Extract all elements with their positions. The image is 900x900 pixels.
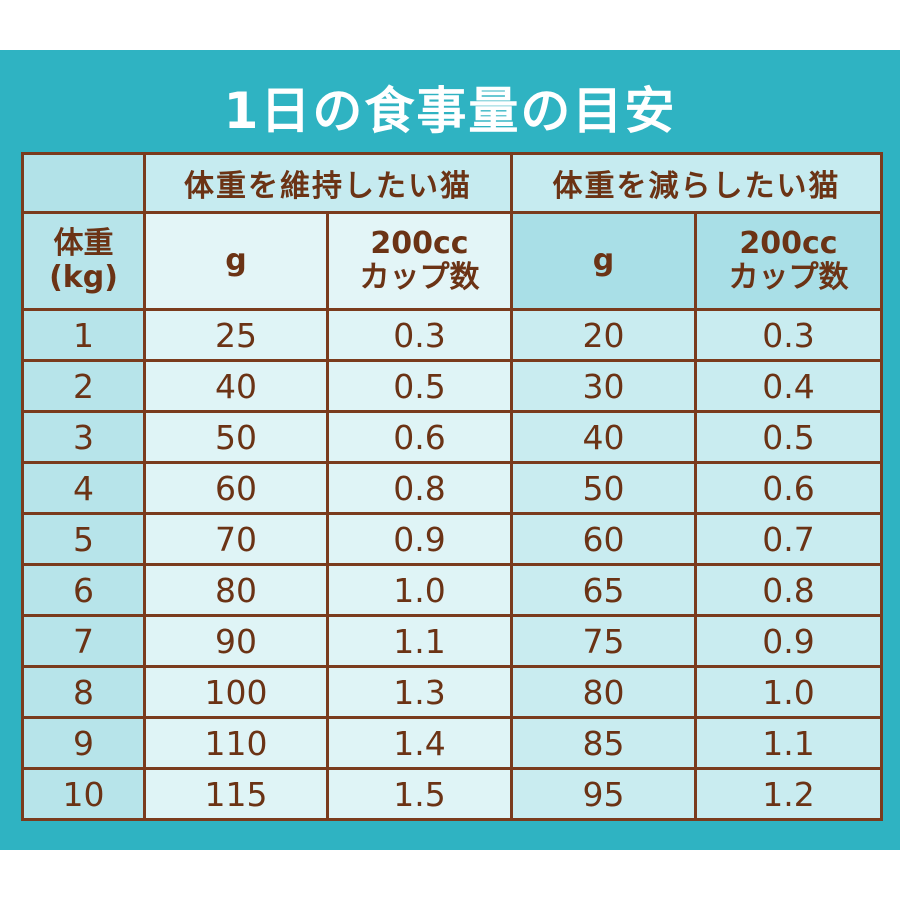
group-reduce-header: 体重を減らしたい猫 bbox=[510, 152, 883, 214]
group-maintain-header: 体重を維持したい猫 bbox=[143, 152, 513, 214]
reduce-grams-cell: 40 bbox=[510, 410, 697, 464]
table-row: 2 40 0.5 30 0.4 bbox=[21, 359, 883, 413]
maintain-cups-cell: 1.4 bbox=[326, 716, 513, 770]
reduce-grams-cell: 80 bbox=[510, 665, 697, 719]
maintain-grams-cell: 80 bbox=[143, 563, 329, 617]
table-row: 6 80 1.0 65 0.8 bbox=[21, 563, 883, 617]
group-header-row: 体重を維持したい猫 体重を減らしたい猫 bbox=[21, 152, 883, 214]
reduce-grams-cell: 65 bbox=[510, 563, 697, 617]
reduce-cups-header: 200cc カップ数 bbox=[694, 211, 883, 311]
reduce-grams-cell: 60 bbox=[510, 512, 697, 566]
maintain-cups-cell: 0.8 bbox=[326, 461, 513, 515]
maintain-grams-cell: 40 bbox=[143, 359, 329, 413]
weight-cell: 2 bbox=[21, 359, 146, 413]
table-row: 3 50 0.6 40 0.5 bbox=[21, 410, 883, 464]
weight-header-line1: 体重 bbox=[53, 226, 114, 261]
reduce-cups-cell: 0.6 bbox=[694, 461, 883, 515]
reduce-cups-cell: 1.2 bbox=[694, 767, 883, 821]
weight-cell: 9 bbox=[21, 716, 146, 770]
feeding-table: 体重を維持したい猫 体重を減らしたい猫 体重 (kg) g 200cc カップ数… bbox=[21, 152, 883, 821]
weight-cell: 7 bbox=[21, 614, 146, 668]
maintain-grams-cell: 50 bbox=[143, 410, 329, 464]
reduce-grams-cell: 85 bbox=[510, 716, 697, 770]
weight-cell: 3 bbox=[21, 410, 146, 464]
maintain-grams-cell: 70 bbox=[143, 512, 329, 566]
maintain-cups-cell: 0.3 bbox=[326, 308, 513, 362]
reduce-grams-cell: 30 bbox=[510, 359, 697, 413]
reduce-cups-cell: 1.1 bbox=[694, 716, 883, 770]
reduce-cups-header-line1: 200cc bbox=[739, 226, 838, 261]
weight-cell: 6 bbox=[21, 563, 146, 617]
maintain-cups-cell: 0.5 bbox=[326, 359, 513, 413]
maintain-grams-cell: 100 bbox=[143, 665, 329, 719]
maintain-cups-header-line2: カップ数 bbox=[359, 260, 480, 295]
corner-cell bbox=[21, 152, 146, 214]
maintain-cups-cell: 0.6 bbox=[326, 410, 513, 464]
unit-header-row: 体重 (kg) g 200cc カップ数 g 200cc カップ数 bbox=[21, 211, 883, 311]
reduce-grams-cell: 20 bbox=[510, 308, 697, 362]
maintain-grams-cell: 115 bbox=[143, 767, 329, 821]
maintain-grams-cell: 25 bbox=[143, 308, 329, 362]
table-row: 9 110 1.4 85 1.1 bbox=[21, 716, 883, 770]
reduce-cups-cell: 1.0 bbox=[694, 665, 883, 719]
table-row: 5 70 0.9 60 0.7 bbox=[21, 512, 883, 566]
reduce-grams-cell: 95 bbox=[510, 767, 697, 821]
weight-cell: 8 bbox=[21, 665, 146, 719]
weight-cell: 5 bbox=[21, 512, 146, 566]
maintain-cups-header: 200cc カップ数 bbox=[326, 211, 513, 311]
maintain-cups-header-line1: 200cc bbox=[370, 226, 469, 261]
weight-cell: 10 bbox=[21, 767, 146, 821]
page-title: 1日の食事量の目安 bbox=[223, 82, 677, 140]
maintain-grams-cell: 60 bbox=[143, 461, 329, 515]
weight-cell: 1 bbox=[21, 308, 146, 362]
reduce-grams-cell: 50 bbox=[510, 461, 697, 515]
weight-cell: 4 bbox=[21, 461, 146, 515]
table-row: 7 90 1.1 75 0.9 bbox=[21, 614, 883, 668]
table-row: 10 115 1.5 95 1.2 bbox=[21, 767, 883, 821]
maintain-cups-cell: 1.5 bbox=[326, 767, 513, 821]
reduce-grams-cell: 75 bbox=[510, 614, 697, 668]
maintain-cups-cell: 1.1 bbox=[326, 614, 513, 668]
maintain-grams-cell: 90 bbox=[143, 614, 329, 668]
weight-header: 体重 (kg) bbox=[21, 211, 146, 311]
reduce-cups-cell: 0.5 bbox=[694, 410, 883, 464]
table-row: 4 60 0.8 50 0.6 bbox=[21, 461, 883, 515]
reduce-grams-header: g bbox=[510, 211, 697, 311]
reduce-cups-cell: 0.7 bbox=[694, 512, 883, 566]
reduce-cups-header-line2: カップ数 bbox=[728, 260, 849, 295]
reduce-cups-cell: 0.4 bbox=[694, 359, 883, 413]
reduce-cups-cell: 0.8 bbox=[694, 563, 883, 617]
weight-header-line2: (kg) bbox=[49, 260, 118, 295]
table-row: 8 100 1.3 80 1.0 bbox=[21, 665, 883, 719]
maintain-cups-cell: 1.3 bbox=[326, 665, 513, 719]
table-row: 1 25 0.3 20 0.3 bbox=[21, 308, 883, 362]
reduce-cups-cell: 0.3 bbox=[694, 308, 883, 362]
maintain-cups-cell: 0.9 bbox=[326, 512, 513, 566]
maintain-grams-header: g bbox=[143, 211, 329, 311]
maintain-grams-cell: 110 bbox=[143, 716, 329, 770]
maintain-cups-cell: 1.0 bbox=[326, 563, 513, 617]
reduce-cups-cell: 0.9 bbox=[694, 614, 883, 668]
